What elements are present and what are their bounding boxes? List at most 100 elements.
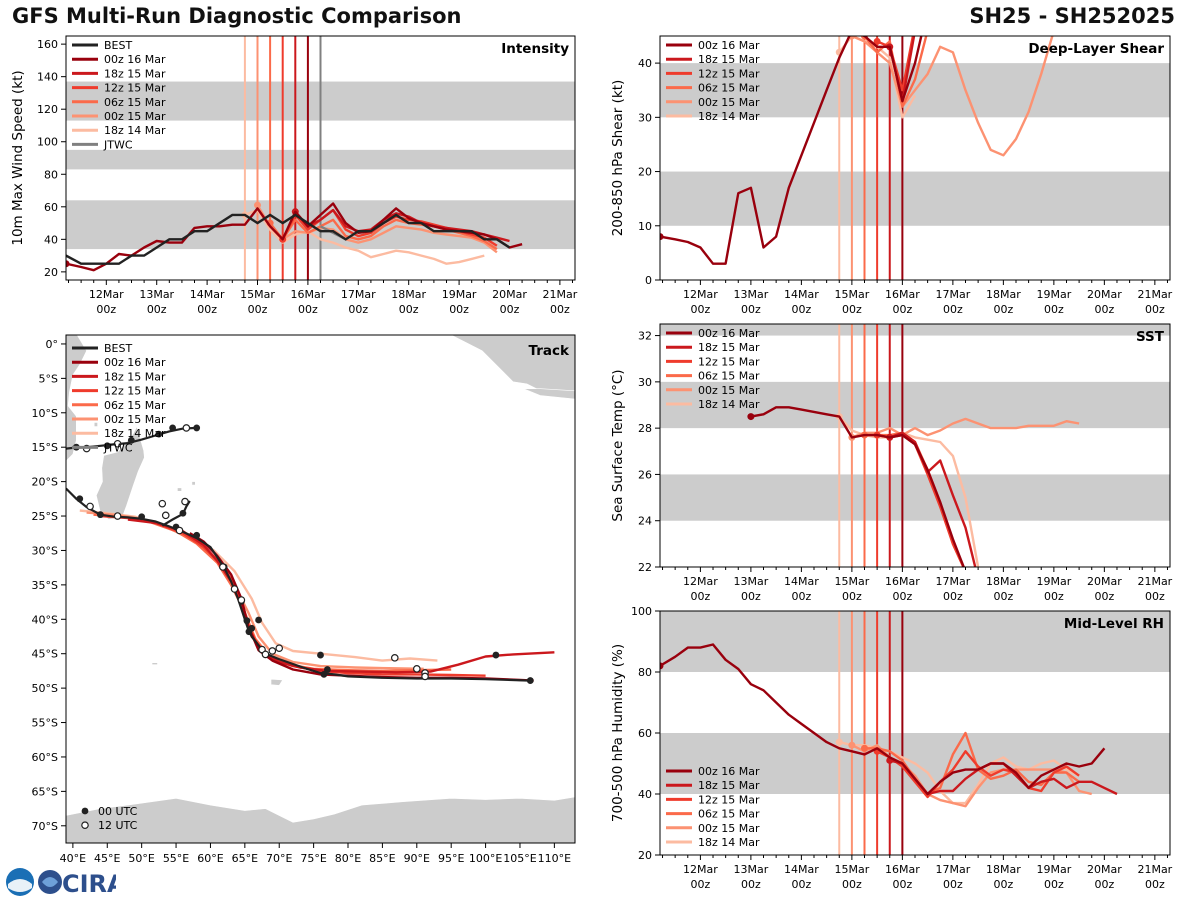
x-tick-label-hour: 00z (943, 590, 963, 603)
x-tick-label-hour: 00z (1145, 878, 1165, 891)
x-tick-label-hour: 00z (399, 303, 419, 316)
legend-marker-00utc (81, 807, 89, 815)
legend-label-18z-15-mar: 18z 15 Mar (698, 341, 760, 354)
legend-label-18z-15-mar: 18z 15 Mar (698, 779, 760, 792)
legend-label-06z-15-mar: 06z 15 Mar (698, 82, 760, 95)
y-tick-label: 40 (44, 233, 58, 246)
series-best (66, 213, 511, 265)
x-tick-label-hour: 00z (197, 303, 217, 316)
track-title: Track (529, 343, 570, 359)
x-tick-label-hour: 00z (993, 303, 1013, 316)
x-tick-label-hour: 00z (691, 878, 711, 891)
series-00z-15-mar (851, 36, 1054, 157)
y-tick-label: 32 (638, 330, 652, 343)
lat-tick-label: 50°S (32, 682, 58, 695)
kerguelen-island (270, 678, 284, 686)
legend-label-00z-16-mar: 00z 16 Mar (104, 356, 166, 369)
marker-00utc (138, 513, 146, 521)
track-frame (65, 334, 576, 844)
x-tick-label-hour: 00z (842, 878, 862, 891)
lat-tick-label: 5°S (39, 372, 58, 385)
x-tick-label: 19Mar (1036, 575, 1071, 588)
marker-12utc (219, 563, 227, 571)
lon-tick-label: 100°E (469, 852, 502, 865)
x-tick-label-hour: 00z (741, 590, 761, 603)
x-tick-label: 14Mar (784, 575, 819, 588)
legend-label-00z-15-mar: 00z 15 Mar (698, 384, 760, 397)
x-tick-label: 20Mar (1087, 288, 1122, 301)
marker-12utc (412, 665, 421, 673)
x-tick-label-hour: 00z (892, 878, 912, 891)
panel-sst: 12Mar 00z 13Mar 00z 14Mar 00z 15Mar 00z 16Mar 00z… (610, 323, 1173, 603)
x-tick-label-hour: 00z (993, 878, 1013, 891)
x-tick-label-hour: 00z (1044, 878, 1064, 891)
marker-12utc (182, 424, 191, 432)
x-tick-label-hour: 00z (691, 590, 711, 603)
x-tick-label-hour: 00z (842, 590, 862, 603)
y-tick-label: 40 (638, 788, 652, 801)
x-tick-label: 16Mar (885, 575, 920, 588)
x-tick-label: 16Mar (885, 288, 920, 301)
lat-tick-label: 35°S (32, 579, 58, 592)
init-point (747, 413, 755, 421)
series-06z-15-mar (864, 731, 1080, 796)
marker-12utc (261, 650, 270, 659)
y-tick-label: 60 (44, 201, 58, 214)
x-tick-label-hour: 00z (741, 878, 761, 891)
rh-title: Mid-Level RH (1064, 616, 1164, 632)
x-tick-label-hour: 00z (1044, 303, 1064, 316)
x-tick-label: 20Mar (1087, 575, 1122, 588)
marker-00utc (492, 651, 500, 659)
x-tick-label: 15Mar (834, 288, 869, 301)
lat-tick-label: 30°S (32, 544, 58, 557)
init-point (873, 37, 881, 45)
init-point (660, 233, 664, 241)
x-tick-label: 19Mar (1036, 288, 1071, 301)
lat-tick-label: 60°S (32, 751, 58, 764)
init-point (835, 738, 843, 746)
legend-label-12z-15-mar: 12z 15 Mar (698, 67, 760, 80)
x-tick-label: 14Mar (190, 288, 225, 301)
series-12z-15-mar (876, 36, 915, 92)
x-tick-label-hour: 00z (791, 303, 811, 316)
init-point (660, 662, 664, 670)
lat-tick-label: 55°S (32, 717, 58, 730)
x-tick-label: 13Mar (734, 575, 769, 588)
legend-label-best: BEST (104, 342, 132, 355)
intensity-ylabel: 10m Max Wind Speed (kt) (10, 70, 26, 245)
marker-00utc (255, 616, 262, 624)
legend-label-12z-15-mar: 12z 15 Mar (104, 385, 166, 398)
legend-label-00utc: 00 UTC (98, 805, 138, 818)
legend-label-12z-15-mar: 12z 15 Mar (698, 793, 760, 806)
marker-00utc (179, 509, 187, 517)
series-00z-16-mar (66, 202, 523, 272)
x-tick-label-hour: 00z (298, 303, 318, 316)
marker-00utc (127, 436, 135, 444)
panel-intensity: 12Mar 00z 13Mar 00z 14Mar 00z 15Mar 00z 16Mar 00z… (10, 35, 578, 316)
legend-label-06z-15-mar: 06z 15 Mar (104, 399, 166, 412)
antarctica-land (66, 796, 575, 843)
comoros-island (93, 422, 98, 427)
init-point (254, 201, 262, 209)
x-tick-label: 13Mar (139, 288, 174, 301)
legend-label-18z-14-mar: 18z 14 Mar (104, 124, 166, 137)
legend-label-18z-15-mar: 18z 15 Mar (698, 53, 760, 66)
lon-tick-label: 105°E (503, 852, 536, 865)
panel-rh: 12Mar 00z 13Mar 00z 14Mar 00z 15Mar 00z 16Mar 00z… (610, 605, 1173, 891)
panel-shear: 12Mar 00z 13Mar 00z 14Mar 00z 15Mar 00z 16Mar 00z… (610, 35, 1173, 316)
y-tick-label: 140 (37, 71, 58, 84)
y-tick-label: 30 (638, 111, 652, 124)
lon-tick-label: 95°E (438, 852, 464, 865)
marker-12utc (230, 585, 239, 593)
x-tick-label-hour: 00z (449, 303, 469, 316)
sst-plot-area (660, 324, 1170, 567)
legend-label-00z-16-mar: 00z 16 Mar (698, 765, 760, 778)
x-tick-label: 17Mar (935, 863, 970, 876)
y-tick-label: 20 (638, 849, 652, 862)
x-tick-label-hour: 00z (1145, 303, 1165, 316)
lon-tick-label: 40°E (60, 852, 86, 865)
x-tick-label: 20Mar (492, 288, 527, 301)
legend-label-jtwc: JTWC (103, 138, 133, 151)
legend-label-06z-15-mar: 06z 15 Mar (104, 96, 166, 109)
